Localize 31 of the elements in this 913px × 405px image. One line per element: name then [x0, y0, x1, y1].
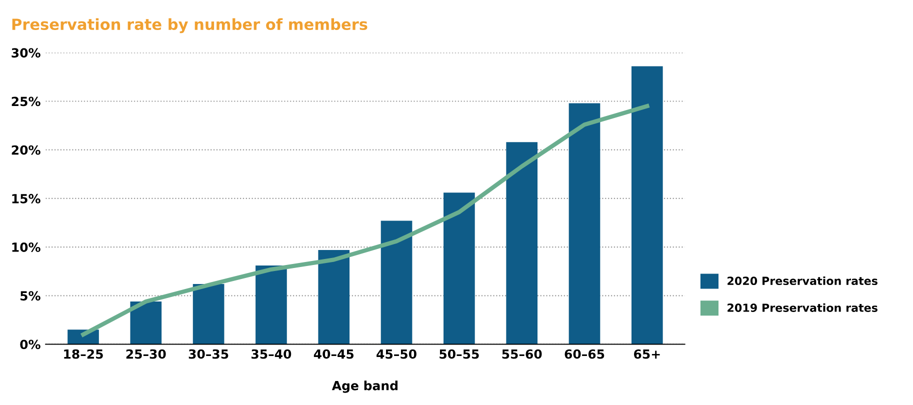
- x-tick-label: 35–40: [252, 349, 292, 359]
- y-tick-label: 10%: [12, 242, 40, 252]
- y-tick-label: 20%: [12, 145, 40, 155]
- x-tick-label: 50–55: [440, 349, 479, 359]
- y-tick-label: 25%: [12, 96, 40, 106]
- y-tick-label: 15%: [12, 194, 40, 204]
- x-tick-label: 65+: [634, 349, 660, 359]
- y-tick-label: 5%: [20, 291, 40, 301]
- bar: [444, 192, 475, 344]
- bar: [568, 103, 600, 344]
- legend-label: 2020 Preservation rates: [728, 276, 878, 286]
- bar: [631, 66, 663, 344]
- legend-label: 2019 Preservation rates: [728, 303, 878, 312]
- x-axis-title: Age band: [332, 380, 398, 393]
- x-tick-label: 30–35: [188, 349, 228, 359]
- y-tick-label: 30%: [12, 48, 40, 58]
- x-tick-label: 60–65: [564, 349, 604, 359]
- bar: [318, 250, 350, 344]
- x-tick-label: 18–25: [64, 349, 103, 359]
- x-tick-label: 25–30: [126, 349, 166, 359]
- bar: [380, 220, 412, 344]
- bar: [506, 142, 538, 344]
- x-tick-label: 45–50: [376, 349, 416, 359]
- x-tick-label: 40–45: [314, 349, 354, 359]
- line-series: [81, 104, 650, 337]
- bar: [192, 284, 224, 344]
- x-tick-label: 55–60: [502, 349, 542, 359]
- bar: [256, 266, 287, 344]
- bar: [130, 301, 162, 344]
- y-tick-label: 0%: [20, 340, 40, 350]
- chart-title: Preservation rate by number of members: [12, 18, 368, 34]
